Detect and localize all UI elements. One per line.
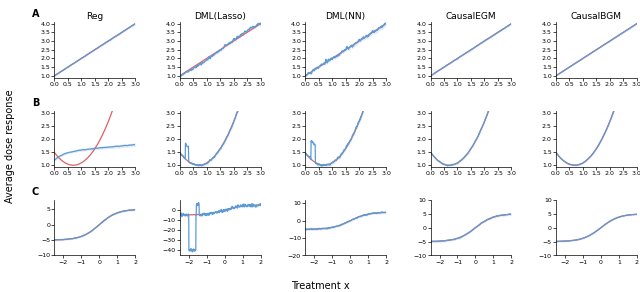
Text: Average dose response: Average dose response	[5, 89, 15, 203]
Text: Treatment x: Treatment x	[291, 281, 349, 291]
Text: C: C	[32, 187, 39, 197]
Title: Reg: Reg	[86, 12, 104, 21]
Title: DML(NN): DML(NN)	[326, 12, 365, 21]
Title: DML(Lasso): DML(Lasso)	[195, 12, 246, 21]
Title: CausalEGM: CausalEGM	[445, 12, 496, 21]
Text: B: B	[32, 98, 39, 108]
Title: CausalBGM: CausalBGM	[571, 12, 622, 21]
Text: A: A	[32, 9, 39, 19]
